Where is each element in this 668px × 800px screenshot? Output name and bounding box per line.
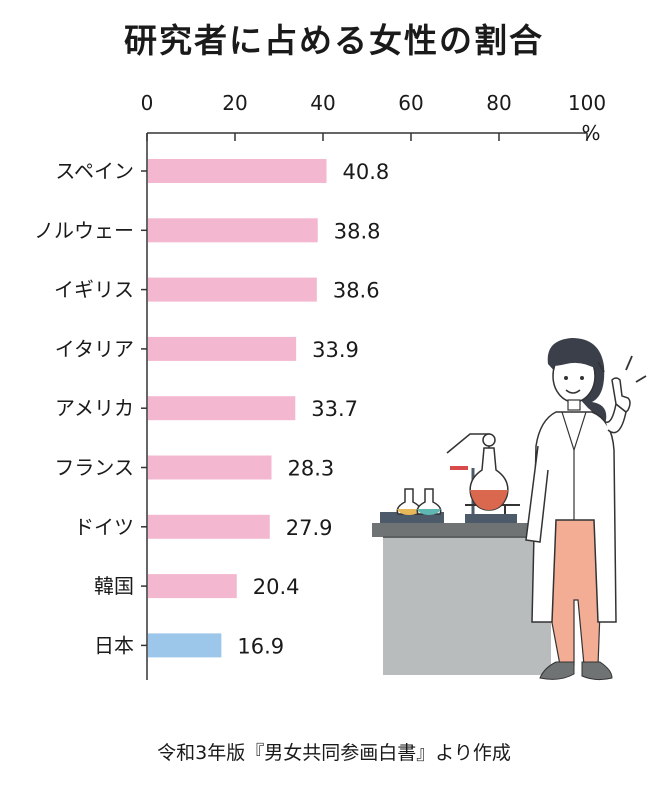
value-label: 38.6 xyxy=(333,279,380,303)
value-label: 38.8 xyxy=(334,219,381,243)
x-axis-unit: % xyxy=(581,121,600,145)
x-tick-label: 100 xyxy=(568,91,606,115)
category-label: ドイツ xyxy=(74,515,134,539)
chart-title: 研究者に占める女性の割合 xyxy=(124,21,544,60)
x-tick-label: 80 xyxy=(486,91,511,115)
bar xyxy=(148,277,317,302)
category-label: フランス xyxy=(54,456,134,480)
bar-highlight xyxy=(148,633,222,658)
x-tick-label: 60 xyxy=(398,91,423,115)
category-label: 韓国 xyxy=(94,574,134,598)
scientist-illustration-icon xyxy=(372,338,647,681)
value-label: 33.7 xyxy=(311,397,358,421)
value-label: 16.9 xyxy=(237,634,284,658)
bar xyxy=(148,396,296,421)
category-label: スペイン xyxy=(55,159,134,183)
value-label: 20.4 xyxy=(253,575,300,599)
value-label: 27.9 xyxy=(286,516,333,540)
value-label: 40.8 xyxy=(343,160,390,184)
bar xyxy=(148,455,272,480)
bar xyxy=(148,574,237,599)
category-label: イタリア xyxy=(55,337,134,361)
category-label: アメリカ xyxy=(55,396,134,420)
scientist-icon xyxy=(525,338,647,681)
axis-layer: 0 20 40 60 80 100% xyxy=(141,91,606,680)
x-tick-label: 0 xyxy=(141,91,154,115)
x-tick-label: 20 xyxy=(222,91,247,115)
category-label: 日本 xyxy=(94,633,134,657)
bar xyxy=(148,336,297,361)
bar xyxy=(148,514,270,539)
bars-layer: スペイン 40.8 ノルウェー 38.8 イギリス 38.6 イタリア 33.9 アメリカ 33.… xyxy=(34,159,389,658)
lab-bench-icon xyxy=(372,523,552,675)
category-label: ノルウェー xyxy=(34,218,134,242)
distillation-flask-icon xyxy=(446,433,520,523)
small-flasks-icon xyxy=(380,488,444,523)
value-label: 33.9 xyxy=(312,338,359,362)
x-tick-label: 40 xyxy=(310,91,335,115)
bar xyxy=(148,159,327,183)
source-note: 令和3年版『男女共同参画白書』より作成 xyxy=(157,742,511,764)
bar xyxy=(148,218,318,243)
category-label: イギリス xyxy=(54,278,134,302)
value-label: 28.3 xyxy=(288,457,335,481)
